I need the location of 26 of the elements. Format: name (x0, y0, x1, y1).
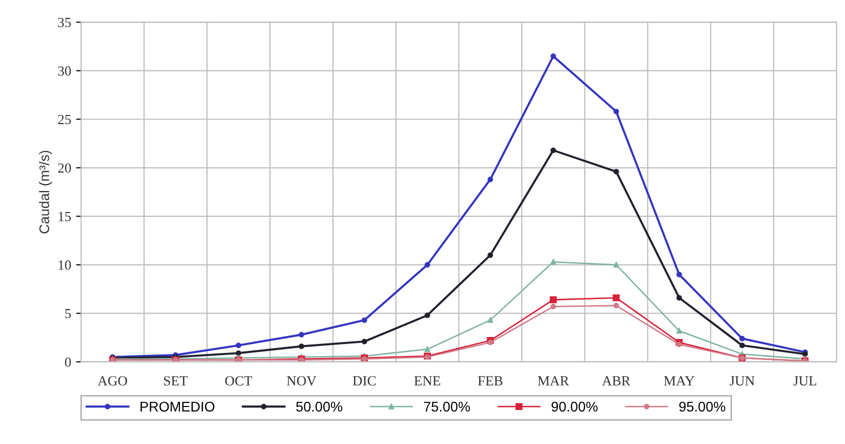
x-tick-label: MAY (664, 376, 694, 386)
x-tick-label: ABR (602, 376, 630, 386)
y-tick-label: 25 (58, 114, 71, 124)
x-tick-label: JUL (793, 376, 816, 386)
legend-label: 90.00% (552, 402, 598, 412)
y-tick-label: 5 (65, 309, 71, 318)
x-tick-label: ENE (414, 376, 440, 386)
legend-label: 95.00% (679, 402, 726, 412)
y-tick-label: 30 (58, 66, 71, 76)
x-tick-label: DIC (352, 376, 376, 386)
legend-label: 50.00% (296, 402, 342, 412)
y-tick-label: 0 (64, 357, 71, 367)
y-tick-label: 15 (58, 212, 71, 222)
y-axis-title: Caudal (m³/s) (39, 150, 52, 234)
x-tick-label: MAR (538, 376, 570, 386)
y-tick-label: 20 (58, 163, 71, 173)
x-tick-label: NOV (286, 376, 316, 386)
y-tick-label: 10 (58, 260, 71, 270)
x-tick-label: FEB (478, 376, 502, 386)
legend-label: 75.00% (424, 402, 470, 412)
x-tick-label: JUN (730, 376, 755, 386)
y-tick-label: 35 (58, 18, 71, 28)
legend-label: PROMEDIO (140, 402, 214, 412)
x-tick-label: SET (164, 376, 188, 386)
x-tick-label: OCT (225, 376, 252, 386)
x-tick-label: AGO (98, 376, 128, 386)
